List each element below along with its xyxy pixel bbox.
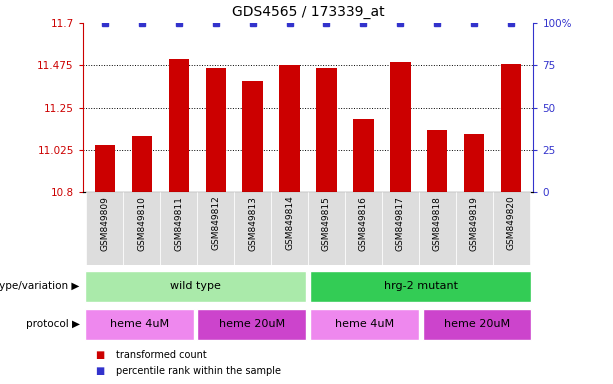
Bar	[280, 65, 300, 192]
Text: wild type: wild type	[170, 281, 221, 291]
Text: GSM849811: GSM849811	[174, 196, 183, 250]
Bar	[271, 192, 308, 265]
Text: genotype/variation ▶: genotype/variation ▶	[0, 281, 80, 291]
Bar	[501, 65, 521, 192]
Bar	[419, 192, 455, 265]
Bar	[132, 136, 152, 192]
Bar	[197, 192, 234, 265]
Bar	[85, 309, 194, 340]
Bar	[345, 192, 382, 265]
Bar	[422, 309, 531, 340]
Bar	[205, 68, 226, 192]
Bar	[85, 271, 306, 302]
Text: GSM849820: GSM849820	[507, 196, 516, 250]
Text: GSM849809: GSM849809	[101, 196, 109, 250]
Text: hrg-2 mutant: hrg-2 mutant	[384, 281, 458, 291]
Bar	[123, 192, 161, 265]
Text: GSM849816: GSM849816	[359, 196, 368, 250]
Bar	[455, 192, 493, 265]
Bar	[95, 145, 115, 192]
Text: heme 4uM: heme 4uM	[335, 319, 394, 329]
Bar	[86, 192, 123, 265]
Text: GSM849819: GSM849819	[470, 196, 479, 250]
Bar	[310, 309, 419, 340]
Text: percentile rank within the sample: percentile rank within the sample	[116, 366, 281, 376]
Bar	[308, 192, 345, 265]
Text: GSM849810: GSM849810	[137, 196, 147, 250]
Text: ■: ■	[95, 350, 104, 360]
Bar	[234, 192, 271, 265]
Text: heme 20uM: heme 20uM	[219, 319, 285, 329]
Text: GSM849814: GSM849814	[285, 196, 294, 250]
Bar	[382, 192, 419, 265]
Text: GSM849817: GSM849817	[396, 196, 405, 250]
Text: protocol ▶: protocol ▶	[26, 319, 80, 329]
Text: GSM849813: GSM849813	[248, 196, 257, 250]
Bar	[243, 81, 263, 192]
Text: heme 4uM: heme 4uM	[110, 319, 169, 329]
Text: ■: ■	[95, 366, 104, 376]
Bar	[464, 134, 484, 192]
Bar	[197, 309, 306, 340]
Bar	[316, 68, 337, 192]
Text: heme 20uM: heme 20uM	[444, 319, 510, 329]
Bar	[310, 271, 531, 302]
Text: GSM849815: GSM849815	[322, 196, 331, 250]
Bar	[427, 130, 447, 192]
Bar	[390, 61, 411, 192]
Bar	[353, 119, 373, 192]
Title: GDS4565 / 173339_at: GDS4565 / 173339_at	[232, 5, 384, 19]
Text: GSM849812: GSM849812	[211, 196, 220, 250]
Text: GSM849818: GSM849818	[433, 196, 442, 250]
Text: transformed count: transformed count	[116, 350, 207, 360]
Bar	[493, 192, 530, 265]
Bar	[161, 192, 197, 265]
Bar	[169, 59, 189, 192]
